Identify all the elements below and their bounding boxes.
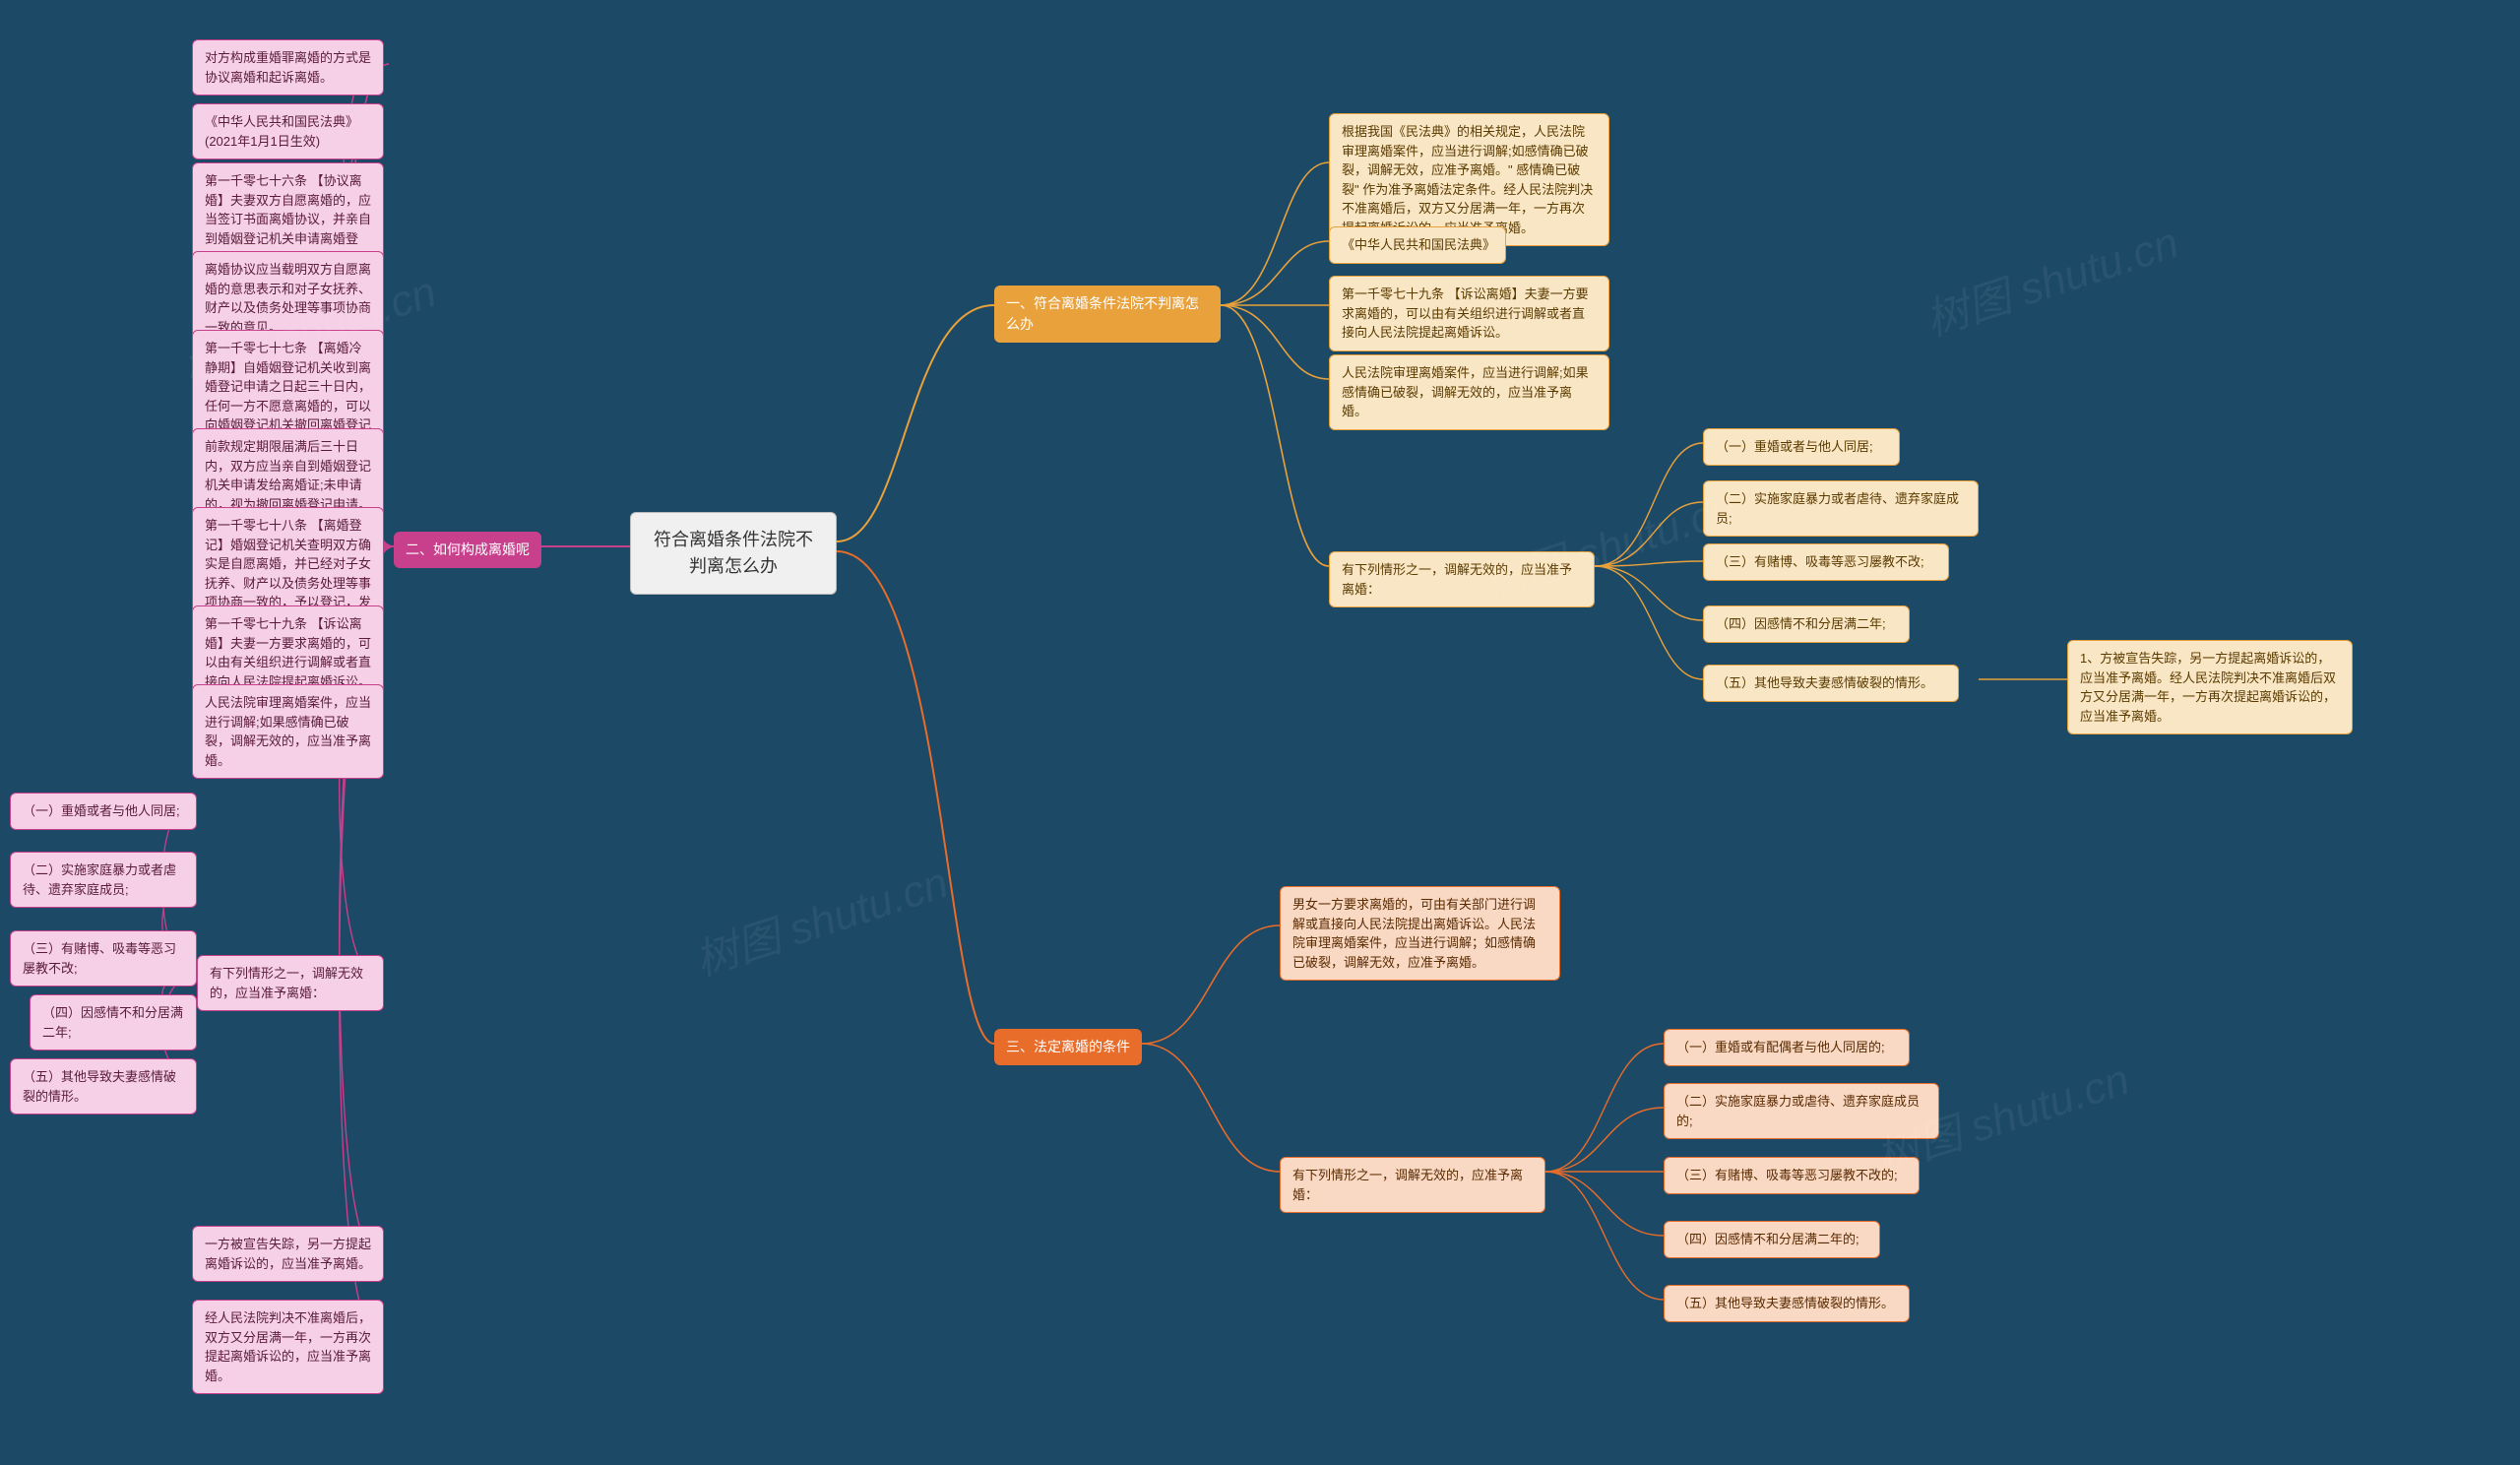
b2-item-1: 《中华人民共和国民法典》(2021年1月1日生效) [192,103,384,159]
b2-sub-item-1: （二）实施家庭暴力或者虐待、遗弃家庭成员; [10,852,197,908]
b2-sub-item-2: （三）有赌博、吸毒等恶习屡教不改; [10,930,197,987]
b1-sub-item-2: （三）有赌博、吸毒等恶习屡教不改; [1703,543,1949,581]
b1-sub-item-4: （五）其他导致夫妻感情破裂的情形。 [1703,665,1959,702]
b1-sub-item-0: （一）重婚或者与他人同居; [1703,428,1900,466]
b2-tail-1: 经人民法院判决不准离婚后，双方又分居满一年，一方再次提起离婚诉讼的，应当准予离婚… [192,1300,384,1394]
b3-sub-item-3: （四）因感情不和分居满二年的; [1664,1221,1880,1258]
b2-sub-label: 有下列情形之一，调解无效的，应当准予离婚： [197,955,384,1011]
branch-1: 一、符合离婚条件法院不判离怎么办 [994,286,1221,343]
b3-sub-item-1: （二）实施家庭暴力或虐待、遗弃家庭成员的; [1664,1083,1939,1139]
b1-sub-item-1: （二）实施家庭暴力或者虐待、遗弃家庭成员; [1703,480,1979,537]
b1-sub-item-3: （四）因感情不和分居满二年; [1703,605,1910,643]
b1-item-3: 人民法院审理离婚案件，应当进行调解;如果感情确已破裂，调解无效的，应当准予离婚。 [1329,354,1609,430]
root-node: 符合离婚条件法院不判离怎么办 [630,512,837,595]
watermark: 树图 shutu.cn [686,847,955,987]
b2-sub-item-0: （一）重婚或者与他人同居; [10,793,197,830]
b1-item-2: 第一千零七十九条 【诉讼离婚】夫妻一方要求离婚的，可以由有关组织进行调解或者直接… [1329,276,1609,351]
b2-tail-0: 一方被宣告失踪，另一方提起离婚诉讼的，应当准予离婚。 [192,1226,384,1282]
branch-2: 二、如何构成离婚呢 [394,532,541,568]
b1-sub-extra: 1、方被宣告失踪，另一方提起离婚诉讼的，应当准予离婚。经人民法院判决不准离婚后双… [2067,640,2353,734]
b1-sub-label: 有下列情形之一，调解无效的，应当准予离婚： [1329,551,1595,607]
branch-3: 三、法定离婚的条件 [994,1029,1142,1065]
b3-sub-item-2: （三）有赌博、吸毒等恶习屡教不改的; [1664,1157,1920,1194]
b3-sub-item-0: （一）重婚或有配偶者与他人同居的; [1664,1029,1910,1066]
b3-item-0: 男女一方要求离婚的，可由有关部门进行调解或直接向人民法院提出离婚诉讼。人民法院审… [1280,886,1560,981]
b1-item-1: 《中华人民共和国民法典》 [1329,226,1506,264]
watermark: 树图 shutu.cn [1917,207,2185,348]
b3-sub-label: 有下列情形之一，调解无效的，应准予离婚： [1280,1157,1545,1213]
b3-sub-item-4: （五）其他导致夫妻感情破裂的情形。 [1664,1285,1910,1322]
b2-sub-item-3: （四）因感情不和分居满二年; [30,994,197,1051]
b2-sub-item-4: （五）其他导致夫妻感情破裂的情形。 [10,1058,197,1115]
b2-item-8: 人民法院审理离婚案件，应当进行调解;如果感情确已破裂，调解无效的，应当准予离婚。 [192,684,384,779]
b2-item-0: 对方构成重婚罪离婚的方式是协议离婚和起诉离婚。 [192,39,384,96]
